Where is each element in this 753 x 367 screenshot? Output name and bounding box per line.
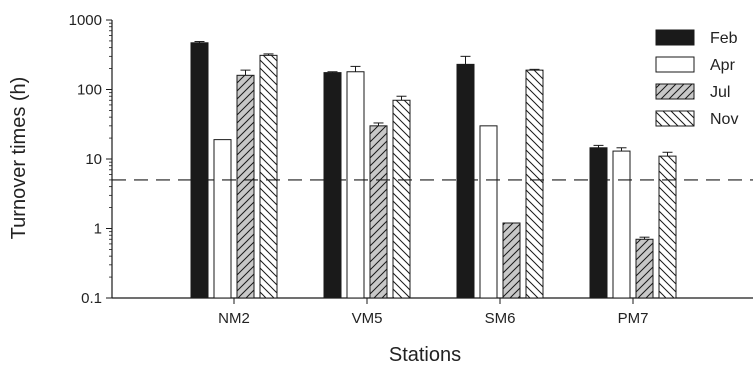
bar-nov-pm7 [658,155,677,299]
bar-feb-sm6 [456,63,475,299]
y-axis-title: Turnover times (h) [8,77,30,240]
bar-feb-pm7 [589,147,608,299]
legend-swatch-apr [655,56,695,73]
x-tick-label: SM6 [485,310,516,327]
legend-swatch-feb [655,29,695,46]
legend-label-feb: Feb [710,30,738,47]
bars-layer [190,41,677,299]
y-axis: 1000 100 10 1 0.1 [69,12,112,307]
x-tick-label: VM5 [352,310,383,327]
bar-apr-pm7 [612,150,631,299]
bar-jul-nm2 [236,74,255,299]
legend-label-nov: Nov [710,111,738,128]
legend-label-jul: Jul [710,84,730,101]
x-tick-label: PM7 [618,310,649,327]
bar-feb-nm2 [190,42,209,299]
bar-nov-vm5 [392,99,411,299]
bar-apr-vm5 [346,71,365,299]
y-tick-label: 1 [94,221,102,238]
legend-label-apr: Apr [710,57,736,74]
legend-swatch-jul [655,83,695,100]
x-axis: NM2 VM5 SM6 PM7 [218,298,648,327]
bar-jul-pm7 [635,238,654,299]
bar-apr-sm6 [479,125,498,299]
bar-jul-sm6 [502,222,521,299]
bar-apr-nm2 [213,139,232,299]
bar-nov-nm2 [259,54,278,299]
bar-feb-vm5 [323,72,342,299]
legend-swatch-nov [655,110,695,127]
y-tick-label: 1000 [69,12,102,29]
y-tick-label: 0.1 [81,290,102,307]
x-axis-title: Stations [389,344,461,366]
bar-jul-vm5 [369,125,388,299]
y-tick-label: 10 [85,151,102,168]
x-tick-label: NM2 [218,310,250,327]
legend: Feb Apr Jul Nov [655,29,738,128]
bar-nov-sm6 [525,69,544,299]
y-tick-label: 100 [77,82,102,99]
